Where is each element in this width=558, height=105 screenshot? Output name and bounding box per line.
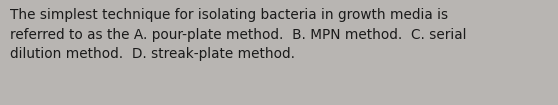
Text: The simplest technique for isolating bacteria in growth media is
referred to as : The simplest technique for isolating bac…	[10, 8, 466, 61]
